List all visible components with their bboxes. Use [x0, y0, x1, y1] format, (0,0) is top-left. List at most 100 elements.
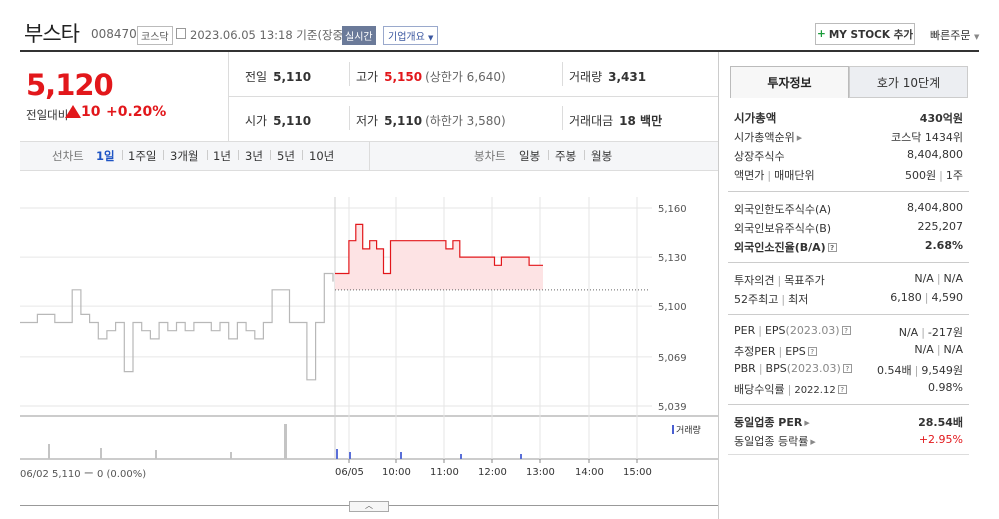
change-percent: +0.20%	[106, 104, 167, 120]
quote-amount: 거래대금 18 백만	[569, 112, 662, 129]
pbr-value: 0.54배 | 9,549원	[877, 364, 963, 377]
volume-bar	[349, 452, 351, 459]
quote-low-value: 5,110	[384, 114, 423, 128]
period-5y[interactable]: 5년	[277, 149, 295, 163]
sector-per-label: 동일업종 PER ▶	[734, 414, 810, 430]
candle-weekly[interactable]: 주봉	[555, 149, 577, 163]
info-row-foreign-hold: 외국인보유주식수(B) 225,207	[734, 218, 963, 236]
candle-monthly[interactable]: 월봉	[591, 149, 613, 163]
info-row-52week: 52주최고 | 최저 6,180 | 4,590	[734, 289, 963, 307]
pbr-value-2: 9,549원	[921, 364, 963, 377]
chevron-down-icon: ▼	[428, 34, 434, 42]
tab-invest-info[interactable]: 투자정보	[730, 66, 849, 98]
x-tick-label: 14:00	[575, 467, 604, 478]
period-10y[interactable]: 10년	[309, 149, 335, 163]
quote-prev-value: 5,110	[273, 70, 312, 84]
sector-per-value: 28.54배	[918, 416, 963, 429]
quote-volume-value: 3,431	[608, 70, 647, 84]
period-1w[interactable]: 1주일	[128, 149, 157, 163]
realtime-button[interactable]: 실시간	[342, 26, 376, 45]
y-tick-label: 5,160	[658, 204, 687, 215]
corp-info-label: 기업개요	[388, 32, 425, 43]
chevron-down-icon: ▼	[973, 33, 980, 41]
opinion-value-2: N/A	[943, 272, 963, 285]
info-row-market-cap: 시가총액 430억원	[734, 108, 963, 126]
quote-high: 고가 5,150 (상한가 6,640)	[356, 68, 506, 85]
candle-daily[interactable]: 일봉	[519, 149, 541, 163]
per-label-1: PER	[734, 324, 756, 337]
today-line	[335, 223, 543, 275]
info-row-sector-change[interactable]: 동일업종 등락률 ▶ +2.95%	[734, 431, 963, 449]
foreign-ratio-value: 2.68%	[924, 239, 963, 252]
est-per-label: 추정PER | EPS?	[734, 343, 817, 359]
today-area	[335, 224, 543, 290]
up-arrow-icon	[65, 105, 81, 118]
divider	[349, 106, 350, 130]
info-row-pbr: PBR | BPS(2023.03)? 0.54배 | 9,549원	[734, 360, 963, 378]
cap-rank-label: 시가총액순위 ▶	[734, 129, 802, 145]
divider	[163, 150, 164, 160]
help-icon[interactable]: ?	[842, 364, 852, 373]
quote-prev: 전일 5,110	[245, 68, 311, 85]
week52-value-1: 6,180	[890, 291, 922, 304]
par-value: 500원 | 1주	[905, 169, 963, 182]
corp-info-dropdown[interactable]: 기업개요 ▼	[383, 26, 439, 45]
dividend-value: 0.98%	[928, 381, 963, 394]
divider	[270, 150, 271, 160]
divider	[728, 404, 969, 405]
x-tick-label: 11:00	[430, 467, 459, 478]
y-tick-label: 5,069	[658, 353, 687, 364]
x-tick-label: 10:00	[382, 467, 411, 478]
pbr-label-2: BPS	[765, 362, 787, 375]
period-3y[interactable]: 3년	[245, 149, 263, 163]
quick-order-label: 빠른주문	[930, 29, 971, 42]
quote-volume: 거래량 3,431	[569, 68, 646, 85]
info-row-foreign-ratio: 외국인소진율(B/A)? 2.68%	[734, 237, 963, 255]
est-per-value: N/A | N/A	[914, 343, 963, 356]
volume-bar	[400, 452, 402, 459]
par-label-1: 액면가	[734, 169, 765, 182]
per-label: PER | EPS(2023.03)?	[734, 324, 851, 337]
collapse-chart-button[interactable]: ︿	[349, 501, 389, 512]
volume-bar	[155, 450, 157, 459]
add-mystock-button[interactable]: + MY STOCK 추가	[815, 23, 915, 45]
info-row-sector-per[interactable]: 동일업종 PER ▶ 28.54배	[734, 412, 963, 430]
x-tick-label: 12:00	[478, 467, 507, 478]
divider	[207, 150, 208, 160]
current-price: 5,120	[26, 68, 114, 102]
week52-label-1: 52주최고	[734, 293, 779, 306]
quote-amount-value: 18 백만	[619, 114, 663, 128]
sector-change-label: 동일업종 등락률 ▶	[734, 433, 816, 449]
upper-limit: (상한가 6,640)	[425, 70, 506, 84]
pbr-label-date: (2023.03)	[786, 362, 841, 375]
prev-day-summary: 06/02 5,110 ー 0 (0.00%)	[20, 469, 147, 480]
est-per-label-2: EPS	[785, 345, 806, 358]
divider	[238, 150, 239, 160]
tab-hoga-10[interactable]: 호가 10단계	[849, 66, 968, 98]
period-1d[interactable]: 1일	[96, 149, 115, 163]
line-chart-label: 선차트	[52, 149, 84, 163]
volume-legend: 거래량	[672, 423, 701, 436]
volume-bar	[100, 448, 102, 459]
quote-open-value: 5,110	[273, 114, 312, 128]
lower-limit: (하한가 3,580)	[425, 114, 506, 128]
chevron-up-icon: ︿	[365, 501, 373, 510]
divider	[122, 150, 123, 160]
info-row-cap-rank[interactable]: 시가총액순위 ▶ 코스닥 1434위	[734, 127, 963, 145]
divider	[584, 150, 585, 160]
period-3m[interactable]: 3개월	[170, 149, 199, 163]
info-row-foreign-limit: 외국인한도주식수(A) 8,404,800	[734, 199, 963, 217]
y-tick-label: 5,100	[658, 302, 687, 313]
help-icon[interactable]: ?	[827, 243, 837, 252]
info-row-par: 액면가 | 매매단위 500원 | 1주	[734, 165, 963, 183]
week52-label: 52주최고 | 최저	[734, 293, 809, 306]
help-icon[interactable]: ?	[841, 326, 851, 335]
period-1y[interactable]: 1년	[213, 149, 231, 163]
est-per-label-1: 추정PER	[734, 345, 776, 358]
help-icon[interactable]: ?	[837, 385, 847, 394]
quick-order-link[interactable]: 빠른주문 ▼	[930, 27, 979, 43]
help-icon[interactable]: ?	[807, 347, 817, 356]
sector-change-value: +2.95%	[918, 433, 963, 446]
volume-legend-label: 거래량	[676, 426, 701, 436]
stock-header: 부스타 008470 코스닥 2023.06.05 13:18 기준(장중) 실…	[0, 0, 999, 50]
